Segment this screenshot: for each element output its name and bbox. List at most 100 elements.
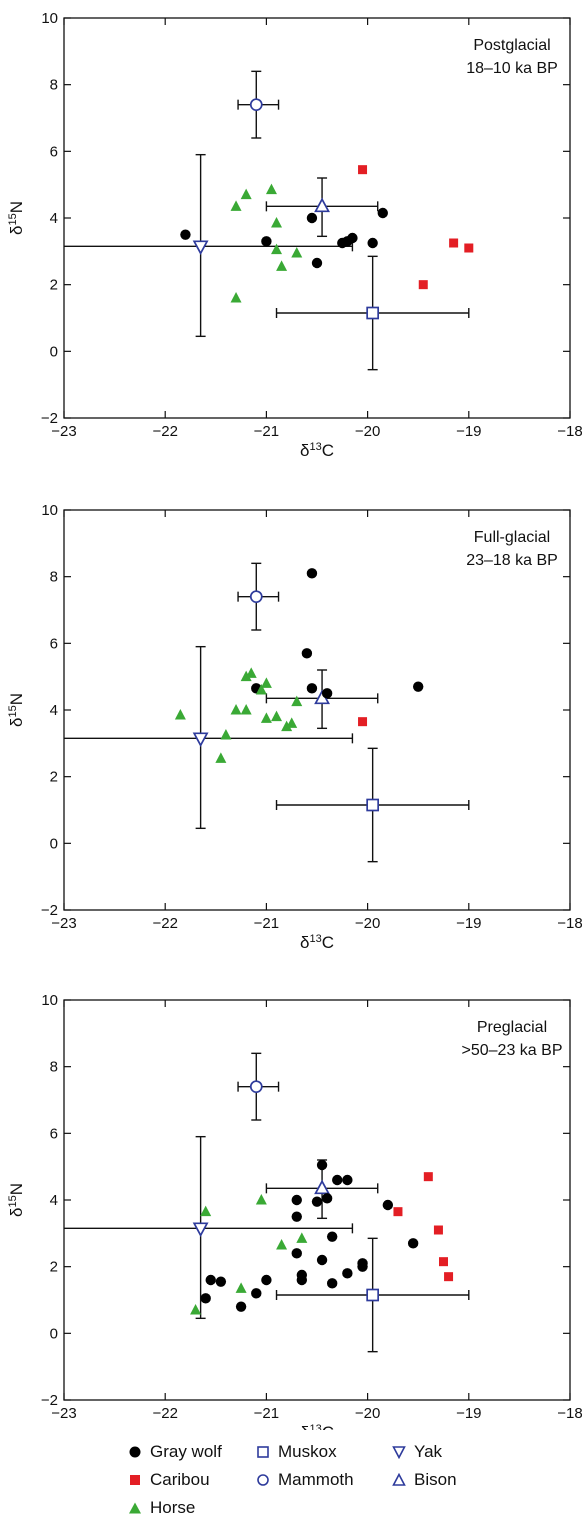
y-tick-label: 10 <box>41 10 58 27</box>
y-axis-title: δ15N <box>7 201 26 235</box>
point-gray-wolf <box>357 1258 368 1269</box>
mammoth-marker-icon <box>257 1474 269 1486</box>
y-axis-title: δ15N <box>7 693 26 727</box>
point-gray-wolf <box>301 648 313 659</box>
reference-muskox <box>275 747 470 863</box>
panel-label-period: Postglacial <box>473 37 550 54</box>
y-tick-label: −2 <box>41 410 58 427</box>
reference-bison <box>265 177 379 238</box>
point-caribou <box>358 165 368 175</box>
point-horse <box>255 1194 267 1205</box>
reference-yak <box>64 1135 354 1320</box>
point-gray-wolf <box>321 688 333 699</box>
point-gray-wolf <box>215 1276 227 1287</box>
marker-bison <box>314 197 330 213</box>
point-horse <box>230 200 242 211</box>
point-horse <box>215 752 227 763</box>
panel-label-period: Full-glacial <box>474 529 550 546</box>
point-horse <box>271 243 283 255</box>
y-tick-label: 8 <box>50 1059 58 1076</box>
point-gray-wolf <box>291 1211 302 1222</box>
point-horse <box>296 1232 308 1243</box>
point-horse <box>240 670 252 682</box>
x-tick-label: −22 <box>152 1405 177 1422</box>
reference-mammoth <box>237 70 280 139</box>
point-horse <box>286 717 298 728</box>
x-tick-label: −18 <box>557 423 582 440</box>
point-horse <box>174 709 186 720</box>
legend-item-caribou: Caribou <box>128 1470 210 1490</box>
marker-mammoth <box>249 1080 263 1094</box>
point-caribou <box>423 1172 433 1182</box>
panel-label-age: 18–10 ka BP <box>466 60 558 77</box>
x-tick-label: −18 <box>557 1405 582 1422</box>
y-tick-label: 4 <box>50 1192 58 1209</box>
gray-wolf-marker-icon <box>129 1446 141 1458</box>
point-gray-wolf <box>332 1174 343 1186</box>
x-tick-label: −23 <box>51 1405 76 1422</box>
point-horse <box>271 710 283 722</box>
legend-item-gray-wolf: Gray wolf <box>128 1442 222 1462</box>
point-gray-wolf <box>205 1274 216 1286</box>
series-gray-wolf <box>180 207 388 269</box>
legend-label-gray-wolf: Gray wolf <box>150 1442 222 1461</box>
legend-label-muskox: Muskox <box>278 1442 337 1461</box>
point-horse <box>271 217 283 228</box>
series-caribou <box>358 165 474 290</box>
point-horse <box>245 667 257 678</box>
y-tick-label: 6 <box>50 1125 58 1142</box>
series-gray-wolf <box>251 568 424 699</box>
reference-mammoth <box>237 1052 280 1121</box>
chart-panel-1: −23 −22 −21 −20 −19 −18−20246810δ13Cδ15NPostg… <box>7 10 582 460</box>
point-gray-wolf <box>251 1288 262 1299</box>
legend-label-caribou: Caribou <box>150 1470 210 1489</box>
y-tick-label: 10 <box>41 502 58 519</box>
point-gray-wolf <box>291 1194 302 1206</box>
point-horse <box>200 1205 212 1217</box>
series-horse <box>174 667 303 763</box>
chart-panel-2: −23 −22 −21 −20 −19 −18−20246810δ13Cδ15NFull-… <box>7 502 582 952</box>
series-horse <box>230 183 303 303</box>
legend: Gray wolf Caribou Horse Muskox Mammoth Y… <box>128 1438 508 1534</box>
point-gray-wolf <box>311 257 323 269</box>
point-caribou <box>358 717 368 727</box>
point-gray-wolf <box>261 236 272 247</box>
point-gray-wolf <box>306 212 318 224</box>
x-tick-label: −19 <box>456 423 481 440</box>
y-tick-label: 0 <box>50 835 58 852</box>
point-gray-wolf <box>347 232 358 244</box>
point-gray-wolf <box>321 1193 333 1204</box>
point-caribou <box>433 1225 443 1235</box>
y-tick-label: 6 <box>50 635 58 652</box>
point-horse <box>235 1282 247 1293</box>
x-tick-label: −22 <box>152 915 177 932</box>
point-caribou <box>444 1272 454 1282</box>
series-gray-wolf <box>200 1159 419 1312</box>
point-horse <box>190 1304 202 1315</box>
point-gray-wolf <box>306 568 318 579</box>
marker-mammoth <box>249 590 263 604</box>
bison-marker-icon <box>392 1473 406 1486</box>
point-gray-wolf <box>342 1268 353 1279</box>
reference-mammoth <box>237 562 280 631</box>
point-gray-wolf <box>311 1196 323 1207</box>
point-horse <box>276 260 288 271</box>
point-caribou <box>439 1257 448 1267</box>
y-axis-title: δ15N <box>7 1183 26 1217</box>
legend-label-yak: Yak <box>414 1442 443 1461</box>
point-gray-wolf <box>382 1199 394 1211</box>
legend-item-horse: Horse <box>128 1498 195 1518</box>
legend-item-yak: Yak <box>392 1442 442 1462</box>
marker-yak <box>192 732 209 748</box>
y-tick-label: −2 <box>41 902 58 919</box>
x-tick-label: −21 <box>254 915 279 932</box>
point-caribou <box>418 280 428 290</box>
point-horse <box>240 704 252 715</box>
series-caribou <box>393 1172 454 1282</box>
point-horse <box>281 720 293 732</box>
marker-bison <box>314 1179 330 1195</box>
point-gray-wolf <box>291 1248 302 1259</box>
point-gray-wolf <box>316 1254 328 1266</box>
point-horse <box>220 729 232 740</box>
point-horse <box>255 684 267 695</box>
